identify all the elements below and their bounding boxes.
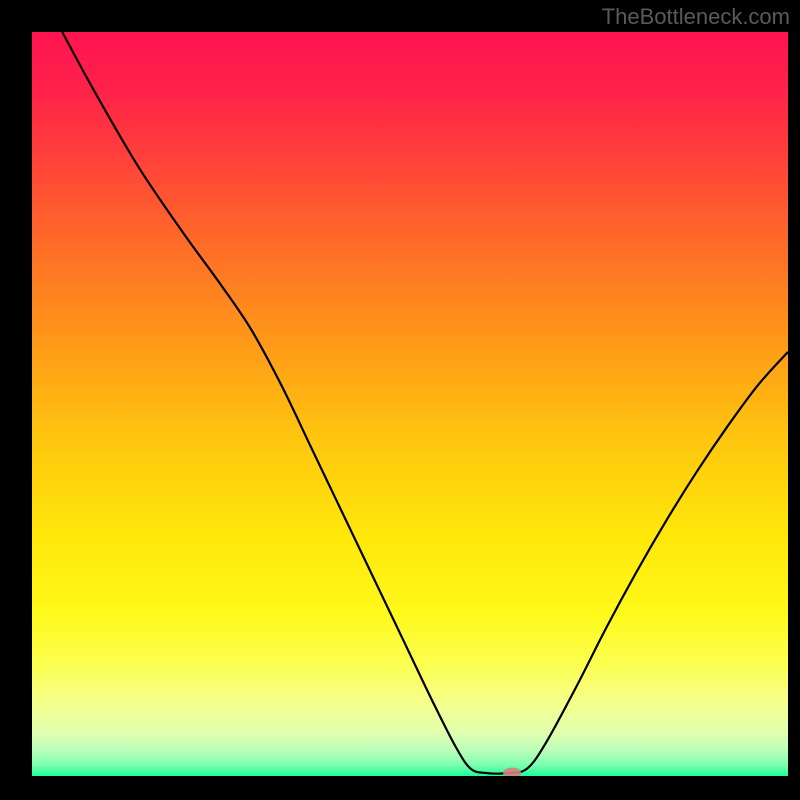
frame-border <box>0 776 800 800</box>
plot-background <box>32 32 788 776</box>
frame-border <box>788 0 800 800</box>
bottleneck-chart <box>0 0 800 800</box>
chart-container: TheBottleneck.com <box>0 0 800 800</box>
frame-border <box>0 0 32 800</box>
watermark-text: TheBottleneck.com <box>602 4 790 30</box>
